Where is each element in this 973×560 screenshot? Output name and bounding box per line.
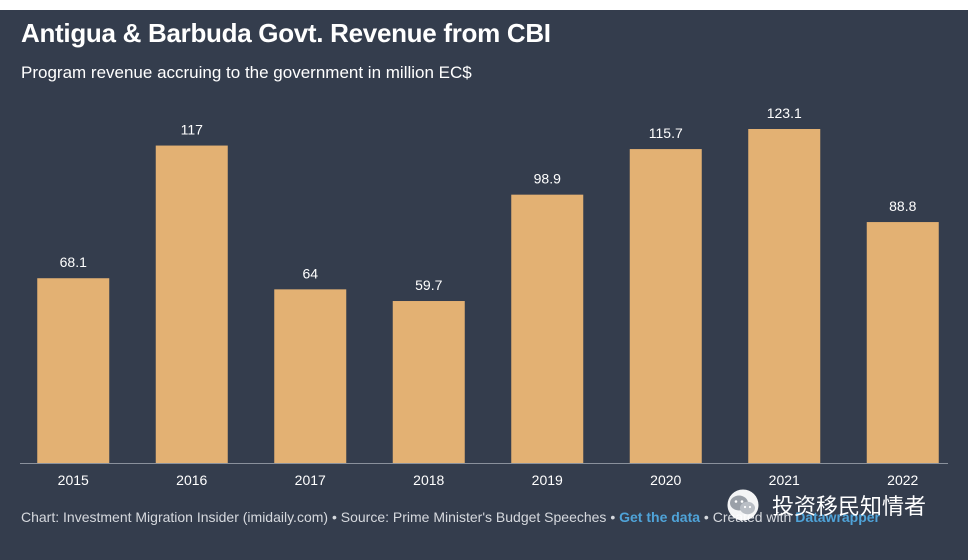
chart-credit: Chart: Investment Migration Insider (imi… <box>21 509 329 525</box>
bar-2017 <box>274 289 347 463</box>
x-tick-label: 2016 <box>176 472 207 488</box>
bar-2016 <box>155 145 228 463</box>
x-tick-label: 2020 <box>650 472 681 488</box>
bar-2018 <box>392 301 465 463</box>
bar-2022 <box>866 222 939 463</box>
watermark: 投资移民知情者 <box>722 485 926 525</box>
x-tick-label: 2021 <box>769 472 800 488</box>
chart-subtitle: Program revenue accruing to the governme… <box>21 63 472 82</box>
bar-value-label: 115.7 <box>649 125 683 141</box>
footer-separator: • <box>606 509 620 525</box>
bar-2019 <box>511 194 584 463</box>
x-tick-label: 2022 <box>887 472 918 488</box>
x-tick-label: 2019 <box>532 472 563 488</box>
footer-separator: • <box>700 509 713 525</box>
watermark-text: 投资移民知情者 <box>772 494 927 519</box>
bar-value-label: 59.7 <box>415 277 442 293</box>
x-tick-label: 2018 <box>413 472 444 488</box>
bar-value-label: 117 <box>181 122 204 138</box>
chart-title: Antigua & Barbuda Govt. Revenue from CBI <box>21 18 551 48</box>
bar-value-label: 68.1 <box>60 254 87 270</box>
bar-2020 <box>629 149 702 463</box>
bar-2021 <box>748 129 821 463</box>
x-tick-label: 2017 <box>295 472 326 488</box>
bar-value-label: 64 <box>302 265 318 281</box>
datawrapper-link[interactable]: Datawrapper <box>795 509 881 525</box>
wechat-logo-icon <box>727 489 759 521</box>
footer-separator: • <box>328 509 341 525</box>
bar-2015 <box>37 278 110 463</box>
bar-value-label: 88.8 <box>889 198 916 214</box>
get-data-link[interactable]: Get the data <box>619 509 701 525</box>
source-text: Source: Prime Minister's Budget Speeches <box>340 509 607 525</box>
bar-value-label: 98.9 <box>534 171 561 187</box>
bar-value-label: 123.1 <box>767 105 802 121</box>
x-tick-label: 2015 <box>58 472 89 488</box>
